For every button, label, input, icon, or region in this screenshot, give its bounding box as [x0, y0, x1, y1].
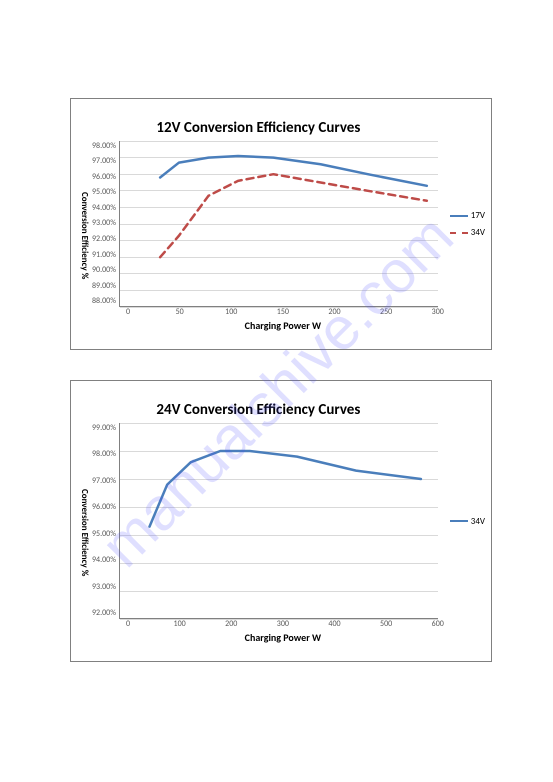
series-line: [160, 155, 427, 185]
chart1-plot-area: [119, 141, 438, 307]
ytick-label: 92.00%: [92, 234, 116, 244]
ytick-label: 93.00%: [92, 218, 116, 228]
ytick-label: 94.00%: [92, 555, 116, 565]
ytick-label: 94.00%: [92, 203, 116, 213]
ytick-label: 95.00%: [92, 529, 116, 539]
ytick-label: 92.00%: [92, 608, 116, 618]
ytick-label: 96.00%: [92, 502, 116, 512]
chart2-yticks: 99.00% 98.00% 97.00% 96.00% 95.00% 94.00% 93.0…: [92, 423, 119, 619]
ytick-label: 90.00%: [92, 265, 116, 275]
ytick-label: 98.00%: [92, 141, 116, 151]
ytick-label: 91.00%: [92, 250, 116, 260]
chart1-title: 12V Conversion Efficiency Curves: [79, 119, 438, 137]
chart2-ylabel: Conversion Efficiency %: [79, 423, 92, 644]
chart1-xticks: 050100150200250300: [128, 307, 438, 317]
chart2-xlabel: Charging Power W: [128, 631, 438, 644]
chart-24v: 24V Conversion Efficiency Curves Convers…: [70, 380, 492, 662]
series-line: [149, 451, 420, 527]
ytick-label: 99.00%: [92, 423, 116, 433]
chart1-xlabel: Charging Power W: [128, 319, 438, 332]
chart2-title: 24V Conversion Efficiency Curves: [79, 401, 438, 419]
series-line: [160, 174, 427, 257]
chart1-yticks: 98.00% 97.00% 96.00% 95.00% 94.00% 93.00% 92.0…: [92, 141, 119, 307]
ytick-label: 88.00%: [92, 296, 116, 306]
ytick-label: 96.00%: [92, 172, 116, 182]
chart2-plot-area: [119, 423, 438, 619]
ytick-label: 95.00%: [92, 187, 116, 197]
ytick-label: 97.00%: [92, 156, 116, 166]
ytick-label: 97.00%: [92, 476, 116, 486]
ytick-label: 89.00%: [92, 281, 116, 291]
ytick-label: 93.00%: [92, 582, 116, 592]
ytick-label: 98.00%: [92, 449, 116, 459]
chart1-ylabel: Conversion Efficiency %: [79, 141, 92, 332]
chart-12v: 12V Conversion Efficiency Curves Convers…: [70, 98, 492, 350]
chart2-xticks: 0100200300400500600: [128, 619, 438, 629]
